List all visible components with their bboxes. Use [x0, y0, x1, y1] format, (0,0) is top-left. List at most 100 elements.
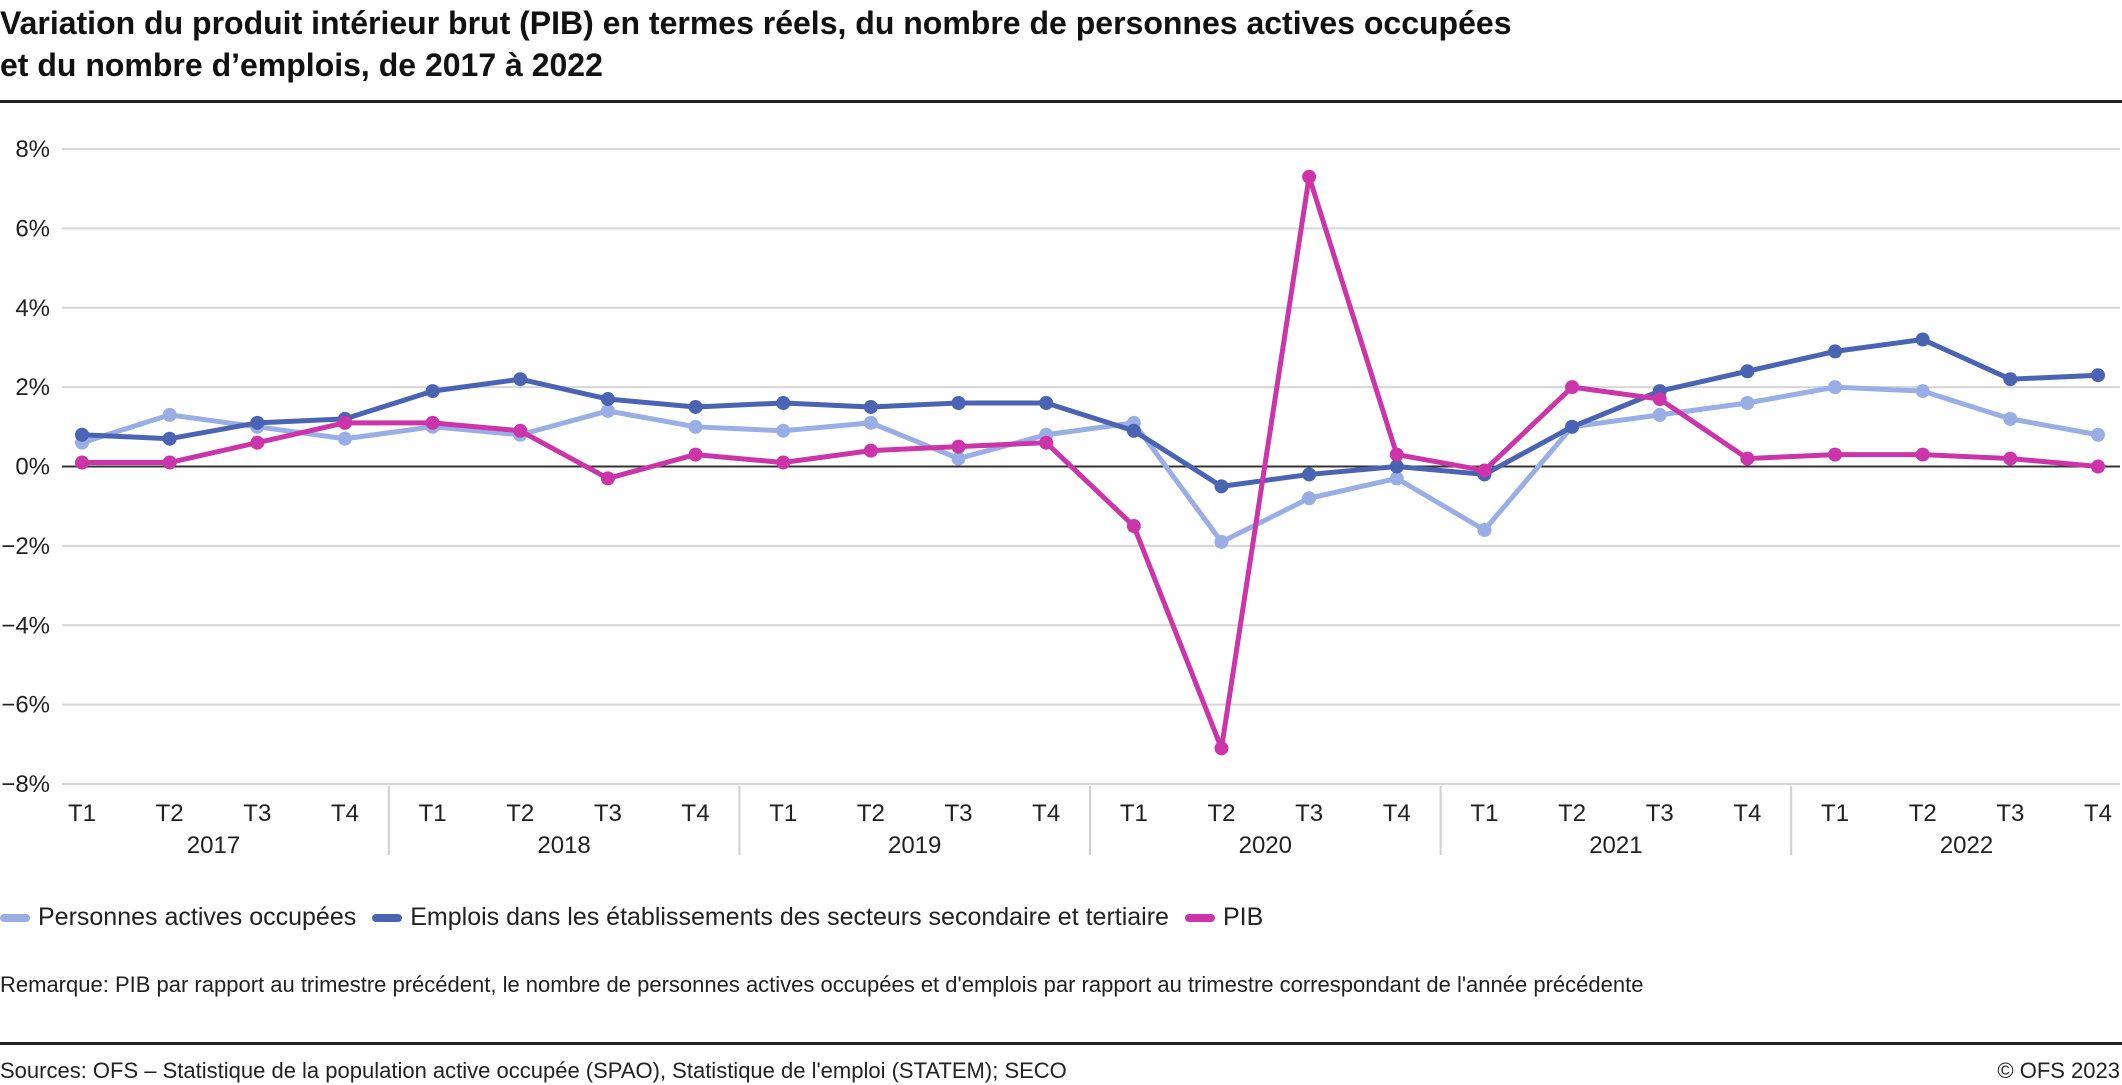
data-point: [1477, 523, 1492, 537]
data-point: [600, 471, 615, 486]
data-point: [688, 399, 703, 414]
data-point: [1565, 380, 1580, 395]
legend-item-pib[interactable]: PIB: [1184, 903, 1264, 932]
data-point: [1039, 435, 1054, 450]
legend: Personnes actives occupées Emplois dans …: [0, 903, 1263, 932]
chart-title-line-2: et du nombre d’emplois, de 2017 à 2022: [0, 47, 603, 83]
remark-note: Remarque: PIB par rapport au trimestre p…: [0, 972, 1644, 997]
y-tick-label: −8%: [1, 771, 50, 798]
data-point: [75, 427, 89, 442]
footer-divider: [0, 1042, 2122, 1045]
x-tick-label: T3: [243, 800, 271, 827]
data-point: [1477, 463, 1492, 478]
data-point: [1214, 534, 1229, 549]
data-point: [1652, 392, 1667, 407]
data-point: [688, 447, 703, 462]
data-point: [1740, 451, 1755, 466]
data-point: [1126, 519, 1141, 534]
data-point: [776, 396, 791, 410]
x-tick-label: T2: [506, 800, 534, 827]
data-point: [1828, 344, 1843, 359]
chart-title-line-1: Variation du produit intérieur brut (PIB…: [0, 5, 1512, 41]
legend-item-emplois[interactable]: Emplois dans les établissements des sect…: [372, 903, 1169, 932]
x-year-label: 2019: [888, 832, 941, 859]
x-tick-label: T2: [156, 800, 184, 827]
x-tick-label: T4: [1032, 800, 1060, 827]
x-tick-label: T4: [2084, 800, 2112, 827]
data-point: [1039, 396, 1054, 410]
chart-title: Variation du produit intérieur brut (PIB…: [0, 2, 1900, 86]
y-axis-ticks: 8% 6% 4% 2% 0% −2% −4% −6% −8%: [1, 136, 50, 798]
x-tick-label: T4: [331, 800, 359, 827]
x-tick-label: T1: [1470, 800, 1498, 827]
legend-swatch-emplois: [372, 913, 403, 922]
data-point: [951, 451, 966, 466]
gridlines: [62, 148, 2120, 785]
copyright: © OFS 2023: [1997, 1058, 2120, 1083]
x-tick-label: T4: [1383, 800, 1411, 827]
y-tick-label: −6%: [1, 692, 50, 719]
x-year-label: 2017: [187, 832, 240, 859]
y-tick-label: 0%: [15, 454, 50, 481]
data-point: [162, 455, 177, 470]
data-point: [1915, 332, 1930, 347]
data-point: [250, 435, 265, 450]
data-point: [2091, 368, 2105, 383]
y-tick-label: 6%: [15, 215, 50, 242]
series-group: [75, 169, 2105, 756]
x-tick-label: T1: [1821, 800, 1849, 827]
x-year-label: 2020: [1239, 832, 1292, 859]
data-point: [688, 419, 703, 434]
data-point: [1740, 396, 1755, 410]
data-point: [162, 407, 177, 422]
x-tick-label: T3: [1996, 800, 2024, 827]
data-point: [1565, 419, 1580, 434]
x-tick-label: T3: [594, 800, 622, 827]
x-tick-label: T2: [1558, 800, 1586, 827]
data-point: [162, 431, 177, 446]
legend-label-emplois: Emplois dans les établissements des sect…: [410, 903, 1169, 931]
data-point: [776, 423, 791, 438]
data-point: [1302, 169, 1317, 184]
x-axis-ticks: T1 T2 T3 T4 T1 T2 T3 T4 T1 T2 T3 T4 T1 T2 T3 T4 T1 T2 T3 T4…: [68, 786, 2112, 859]
data-point: [1828, 447, 1843, 462]
data-point: [2091, 427, 2105, 442]
x-tick-label: T2: [857, 800, 885, 827]
data-point: [513, 423, 528, 438]
x-tick-label: T1: [769, 800, 797, 827]
data-point: [337, 431, 352, 446]
data-point: [337, 415, 352, 430]
data-point: [250, 415, 265, 430]
y-tick-label: −4%: [1, 612, 50, 639]
y-tick-label: −2%: [1, 533, 50, 560]
data-point: [863, 443, 878, 458]
x-tick-label: T1: [419, 800, 447, 827]
data-point: [425, 415, 440, 430]
data-point: [1915, 384, 1930, 399]
data-point: [2003, 372, 2018, 387]
x-tick-label: T1: [68, 800, 96, 827]
legend-label-personnes: Personnes actives occupées: [38, 903, 357, 931]
x-tick-label: T2: [1909, 800, 1937, 827]
data-point: [951, 396, 966, 410]
x-tick-label: T3: [1646, 800, 1674, 827]
x-tick-label: T3: [1295, 800, 1323, 827]
data-point: [1389, 471, 1404, 486]
data-point: [1915, 447, 1930, 462]
data-point: [2003, 451, 2018, 466]
data-point: [1302, 467, 1317, 482]
x-year-label: 2021: [1589, 832, 1642, 859]
x-tick-label: T4: [682, 800, 710, 827]
legend-item-personnes[interactable]: Personnes actives occupées: [0, 903, 356, 932]
series-line: [81, 337, 2099, 489]
legend-label-pib: PIB: [1222, 903, 1264, 931]
data-point: [2003, 411, 2018, 426]
y-tick-label: 8%: [15, 136, 50, 163]
data-point: [951, 439, 966, 454]
data-point: [1126, 423, 1141, 438]
series-line: [81, 384, 2099, 545]
data-point: [600, 403, 615, 418]
data-point: [776, 455, 791, 470]
title-divider: [0, 100, 2122, 103]
data-point: [1214, 741, 1229, 756]
